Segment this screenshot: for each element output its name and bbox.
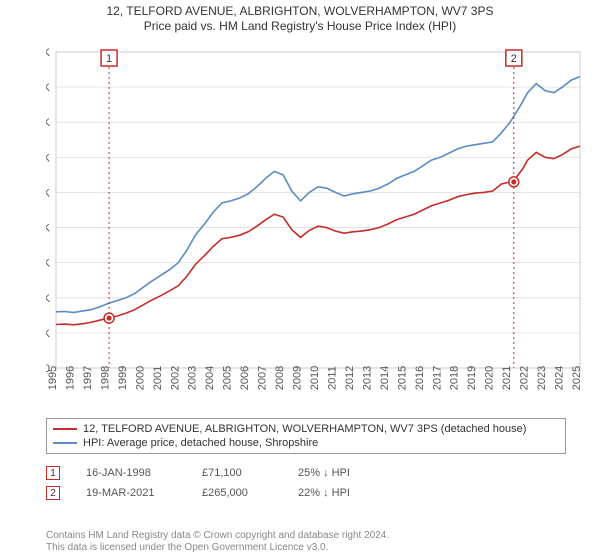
transaction-row: 1 16-JAN-1998 £71,100 25% ↓ HPI xyxy=(46,466,566,480)
transaction-hpi: 25% ↓ HPI xyxy=(298,467,388,479)
line-chart: £0£50K£100K£150K£200K£250K£300K£350K£400… xyxy=(46,44,590,408)
x-tick-label: 2004 xyxy=(204,366,216,390)
y-tick-label: £300K xyxy=(46,152,51,164)
x-tick-label: 1995 xyxy=(47,366,59,390)
chart-titles: 12, TELFORD AVENUE, ALBRIGHTON, WOLVERHA… xyxy=(0,0,600,33)
title-sub: Price paid vs. HM Land Registry's House … xyxy=(0,19,600,33)
x-tick-label: 2016 xyxy=(414,366,426,390)
x-tick-label: 1997 xyxy=(82,366,94,390)
x-tick-label: 2015 xyxy=(396,366,408,390)
y-tick-label: £150K xyxy=(46,258,51,270)
legend-swatch-hpi xyxy=(53,442,77,444)
x-tick-label: 2009 xyxy=(292,366,304,390)
x-tick-label: 2010 xyxy=(309,366,321,390)
legend-swatch-property xyxy=(53,428,77,430)
transaction-marker-number: 1 xyxy=(106,53,112,65)
transaction-point-inner xyxy=(511,179,516,184)
chart-frame: { "titles": { "main": "12, TELFORD AVENU… xyxy=(0,0,600,560)
transaction-date: 19-MAR-2021 xyxy=(86,487,176,499)
legend-row-property: 12, TELFORD AVENUE, ALBRIGHTON, WOLVERHA… xyxy=(53,422,559,436)
legend-label-property: 12, TELFORD AVENUE, ALBRIGHTON, WOLVERHA… xyxy=(83,422,526,436)
transaction-price: £71,100 xyxy=(202,467,272,479)
y-tick-label: £50K xyxy=(46,328,51,340)
y-tick-label: £350K xyxy=(46,117,51,129)
y-tick-label: £100K xyxy=(46,293,51,305)
x-tick-label: 2021 xyxy=(501,366,513,390)
x-tick-label: 2001 xyxy=(152,366,164,390)
attribution-line2: This data is licensed under the Open Gov… xyxy=(46,542,389,554)
x-tick-label: 1999 xyxy=(117,366,129,390)
attribution: Contains HM Land Registry data © Crown c… xyxy=(46,530,389,554)
x-tick-label: 2022 xyxy=(519,366,531,390)
legend-row-hpi: HPI: Average price, detached house, Shro… xyxy=(53,436,559,450)
x-tick-label: 2011 xyxy=(326,366,338,390)
transaction-date: 16-JAN-1998 xyxy=(86,467,176,479)
x-tick-label: 2017 xyxy=(431,366,443,390)
transactions-table: 1 16-JAN-1998 £71,100 25% ↓ HPI 2 19-MAR… xyxy=(46,460,566,500)
transaction-badge: 1 xyxy=(46,466,60,480)
y-tick-label: £200K xyxy=(46,223,51,235)
x-tick-label: 2007 xyxy=(257,366,269,390)
transaction-hpi: 22% ↓ HPI xyxy=(298,487,388,499)
x-tick-label: 2018 xyxy=(449,366,461,390)
x-tick-label: 1998 xyxy=(99,366,111,390)
series-hpi xyxy=(56,77,580,313)
x-tick-label: 2005 xyxy=(222,366,234,390)
chart-area: £0£50K£100K£150K£200K£250K£300K£350K£400… xyxy=(46,44,590,408)
x-tick-label: 2020 xyxy=(484,366,496,390)
x-tick-label: 2025 xyxy=(571,366,583,390)
transaction-row: 2 19-MAR-2021 £265,000 22% ↓ HPI xyxy=(46,486,566,500)
x-tick-label: 2014 xyxy=(379,366,391,390)
y-tick-label: £450K xyxy=(46,47,51,59)
x-tick-label: 2019 xyxy=(466,366,478,390)
x-tick-label: 2006 xyxy=(239,366,251,390)
y-tick-label: £400K xyxy=(46,82,51,94)
x-tick-label: 2024 xyxy=(554,366,566,390)
legend-label-hpi: HPI: Average price, detached house, Shro… xyxy=(83,436,318,450)
attribution-line1: Contains HM Land Registry data © Crown c… xyxy=(46,530,389,542)
title-main: 12, TELFORD AVENUE, ALBRIGHTON, WOLVERHA… xyxy=(0,4,600,18)
legend: 12, TELFORD AVENUE, ALBRIGHTON, WOLVERHA… xyxy=(46,418,566,454)
x-tick-label: 2003 xyxy=(187,366,199,390)
x-tick-label: 2013 xyxy=(361,366,373,390)
transaction-point-inner xyxy=(106,315,111,320)
x-tick-label: 1996 xyxy=(64,366,76,390)
x-tick-label: 2000 xyxy=(134,366,146,390)
transaction-marker-number: 2 xyxy=(511,53,517,65)
x-tick-label: 2008 xyxy=(274,366,286,390)
transaction-badge: 2 xyxy=(46,486,60,500)
x-tick-label: 2002 xyxy=(169,366,181,390)
x-tick-label: 2023 xyxy=(536,366,548,390)
y-tick-label: £250K xyxy=(46,187,51,199)
x-tick-label: 2012 xyxy=(344,366,356,390)
transaction-price: £265,000 xyxy=(202,487,272,499)
